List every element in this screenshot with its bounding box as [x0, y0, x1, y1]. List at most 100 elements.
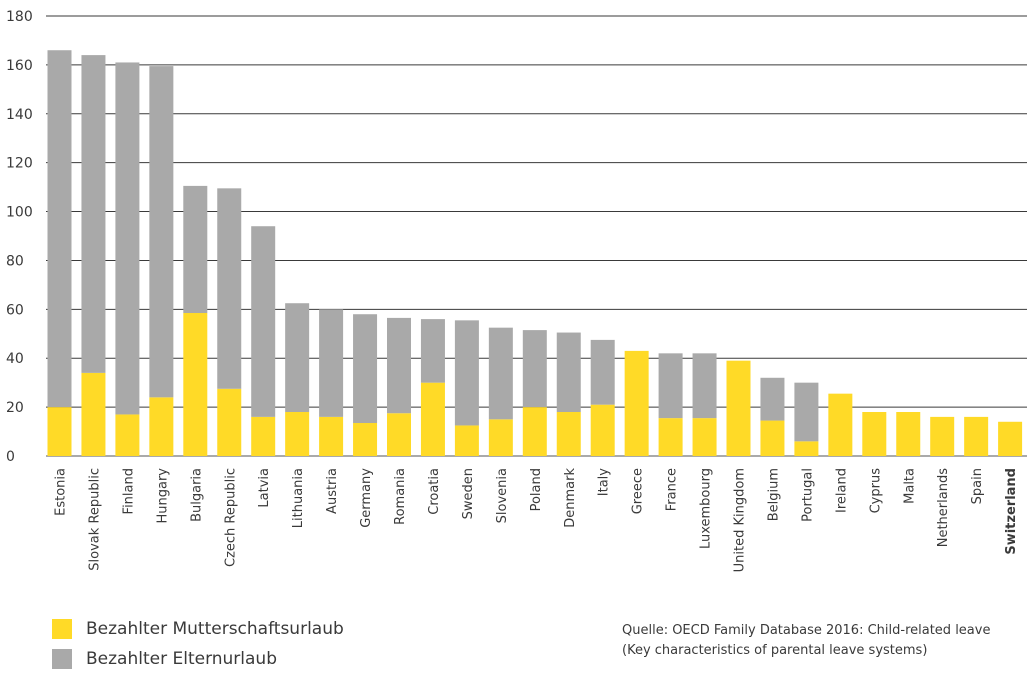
- bar-maternity: [624, 350, 649, 456]
- bar-maternity: [896, 412, 921, 456]
- gridlines: [46, 15, 1027, 457]
- x-tick-label: Romania: [393, 468, 408, 525]
- bar-maternity: [930, 416, 955, 456]
- legend-item-maternity: Bezahlter Mutterschaftsurlaub: [52, 614, 344, 644]
- bar-maternity: [319, 416, 344, 456]
- x-tick-label: Poland: [529, 468, 544, 511]
- bar-parental: [47, 50, 72, 408]
- bar-maternity: [590, 404, 615, 456]
- x-tick-label: Bulgaria: [189, 468, 204, 522]
- bars: [47, 50, 1023, 456]
- bar-maternity: [353, 423, 378, 456]
- bar-parental: [658, 353, 683, 419]
- bar-maternity: [251, 416, 276, 456]
- bar-maternity: [183, 313, 208, 456]
- bar-parental: [488, 327, 513, 420]
- x-tick-label: Hungary: [155, 468, 170, 524]
- x-tick-label: Austria: [325, 468, 340, 514]
- source-note: Quelle: OECD Family Database 2016: Child…: [622, 623, 991, 658]
- x-tick-label: Ireland: [834, 468, 849, 513]
- y-tick-label: 60: [6, 302, 24, 318]
- bar-parental: [387, 317, 411, 414]
- x-tick-label: Netherlands: [936, 468, 951, 547]
- y-tick-label: 0: [6, 449, 15, 465]
- bar-parental: [183, 185, 208, 313]
- x-tick-label: Cyprus: [868, 468, 883, 514]
- x-tick-label: Portugal: [800, 468, 815, 522]
- x-tick-label: Croatia: [427, 468, 442, 515]
- y-tick-label: 100: [6, 205, 33, 221]
- x-tick-label: Lithuania: [291, 468, 306, 528]
- bar-maternity: [828, 393, 853, 456]
- bar-maternity: [387, 413, 411, 456]
- bar-parental: [590, 339, 615, 405]
- legend-item-parental: Bezahlter Elternurlaub: [52, 644, 344, 674]
- x-tick-label: United Kingdom: [733, 468, 748, 572]
- bar-maternity: [149, 397, 174, 456]
- bar-maternity: [794, 441, 819, 456]
- y-tick-label: 140: [6, 107, 33, 123]
- bar-parental: [285, 303, 310, 412]
- x-tick-label: Belgium: [766, 468, 781, 521]
- x-tick-label: Denmark: [563, 468, 578, 528]
- bar-maternity: [285, 412, 310, 456]
- x-tick-label: Switzerland: [1004, 468, 1019, 555]
- bar-parental: [420, 319, 445, 383]
- bar-maternity: [658, 418, 683, 456]
- bar-maternity: [420, 382, 445, 456]
- x-tick-label: Germany: [359, 468, 374, 528]
- y-tick-label: 80: [6, 253, 24, 269]
- bar-maternity: [760, 420, 785, 456]
- bar-parental: [522, 330, 547, 408]
- bar-parental: [217, 188, 242, 389]
- bar-maternity: [115, 414, 140, 456]
- bar-maternity: [964, 416, 989, 456]
- x-tick-label: Sweden: [461, 468, 476, 519]
- y-axis: 0 20 40 60 80 100 120 140 160 180: [6, 9, 33, 465]
- x-tick-label: Slovenia: [495, 468, 510, 523]
- bar-parental: [556, 332, 581, 412]
- x-tick-label: Estonia: [54, 468, 69, 516]
- bar-parental: [454, 320, 479, 426]
- bar-parental: [692, 353, 717, 419]
- bar-maternity: [556, 412, 581, 456]
- y-tick-label: 40: [6, 351, 24, 367]
- bar-parental: [115, 62, 140, 415]
- legend-label-parental: Bezahlter Elternurlaub: [86, 649, 278, 669]
- x-tick-label: Malta: [902, 468, 917, 504]
- bar-parental: [319, 309, 344, 417]
- x-tick-label: Greece: [631, 468, 646, 514]
- x-tick-label: Slovak Republic: [87, 468, 102, 571]
- x-tick-label: Czech Republic: [223, 468, 238, 567]
- bar-parental: [81, 55, 106, 373]
- bar-maternity: [217, 388, 242, 456]
- legend: Bezahlter Mutterschaftsurlaub Bezahlter …: [52, 614, 344, 674]
- x-tick-label: Luxembourg: [699, 468, 714, 549]
- bar-parental: [794, 382, 819, 442]
- x-tick-label: Spain: [970, 468, 985, 504]
- y-tick-label: 120: [6, 156, 33, 172]
- x-axis: Estonia Slovak Republic Finland Hungary Bulg…: [54, 468, 1020, 573]
- y-tick-label: 180: [6, 9, 33, 25]
- bar-parental: [760, 377, 785, 421]
- bar-maternity: [522, 407, 547, 456]
- bar-maternity: [47, 407, 72, 456]
- legend-swatch-parental: [52, 649, 72, 669]
- bar-maternity: [81, 372, 106, 456]
- y-tick-label: 20: [6, 400, 24, 416]
- bar-parental: [251, 226, 276, 417]
- bar-maternity: [488, 419, 513, 456]
- bar-parental: [149, 66, 174, 398]
- x-tick-label: Latvia: [257, 468, 272, 508]
- bar-parental: [353, 314, 378, 423]
- x-tick-label: France: [665, 468, 680, 511]
- bar-maternity: [862, 412, 887, 456]
- x-tick-label: Italy: [597, 468, 612, 497]
- bar-maternity: [726, 360, 751, 456]
- legend-swatch-maternity: [52, 619, 72, 639]
- bar-maternity: [454, 425, 479, 456]
- x-tick-label: Finland: [121, 468, 136, 514]
- legend-label-maternity: Bezahlter Mutterschaftsurlaub: [86, 619, 344, 639]
- chart: 0 20 40 60 80 100 120 140 160 180 Estonia Slovak R…: [6, 9, 1027, 573]
- bar-maternity: [998, 421, 1023, 456]
